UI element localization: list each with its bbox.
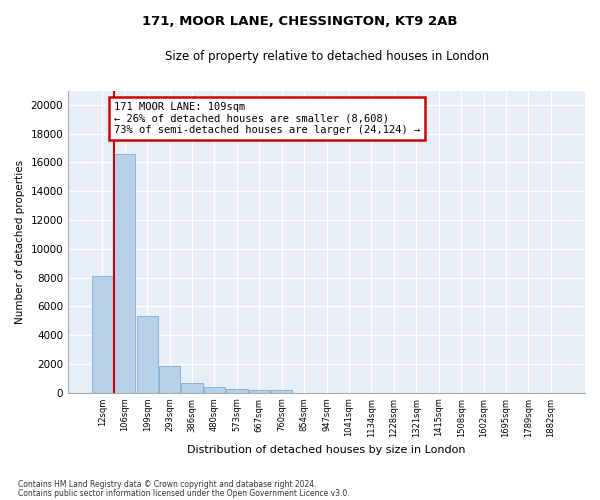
Text: Contains HM Land Registry data © Crown copyright and database right 2024.: Contains HM Land Registry data © Crown c… [18, 480, 317, 489]
Text: 171 MOOR LANE: 109sqm
← 26% of detached houses are smaller (8,608)
73% of semi-d: 171 MOOR LANE: 109sqm ← 26% of detached … [114, 102, 420, 136]
Bar [226, 388, 248, 392]
Bar [92, 276, 113, 392]
Bar [114, 154, 136, 392]
Bar [159, 366, 180, 392]
Bar [181, 382, 203, 392]
Bar [204, 387, 225, 392]
X-axis label: Distribution of detached houses by size in London: Distribution of detached houses by size … [187, 445, 466, 455]
Bar [248, 390, 270, 392]
Bar [271, 390, 292, 392]
Text: Contains public sector information licensed under the Open Government Licence v3: Contains public sector information licen… [18, 488, 350, 498]
Title: Size of property relative to detached houses in London: Size of property relative to detached ho… [164, 50, 488, 63]
Text: 171, MOOR LANE, CHESSINGTON, KT9 2AB: 171, MOOR LANE, CHESSINGTON, KT9 2AB [142, 15, 458, 28]
Y-axis label: Number of detached properties: Number of detached properties [15, 160, 25, 324]
Bar [137, 316, 158, 392]
